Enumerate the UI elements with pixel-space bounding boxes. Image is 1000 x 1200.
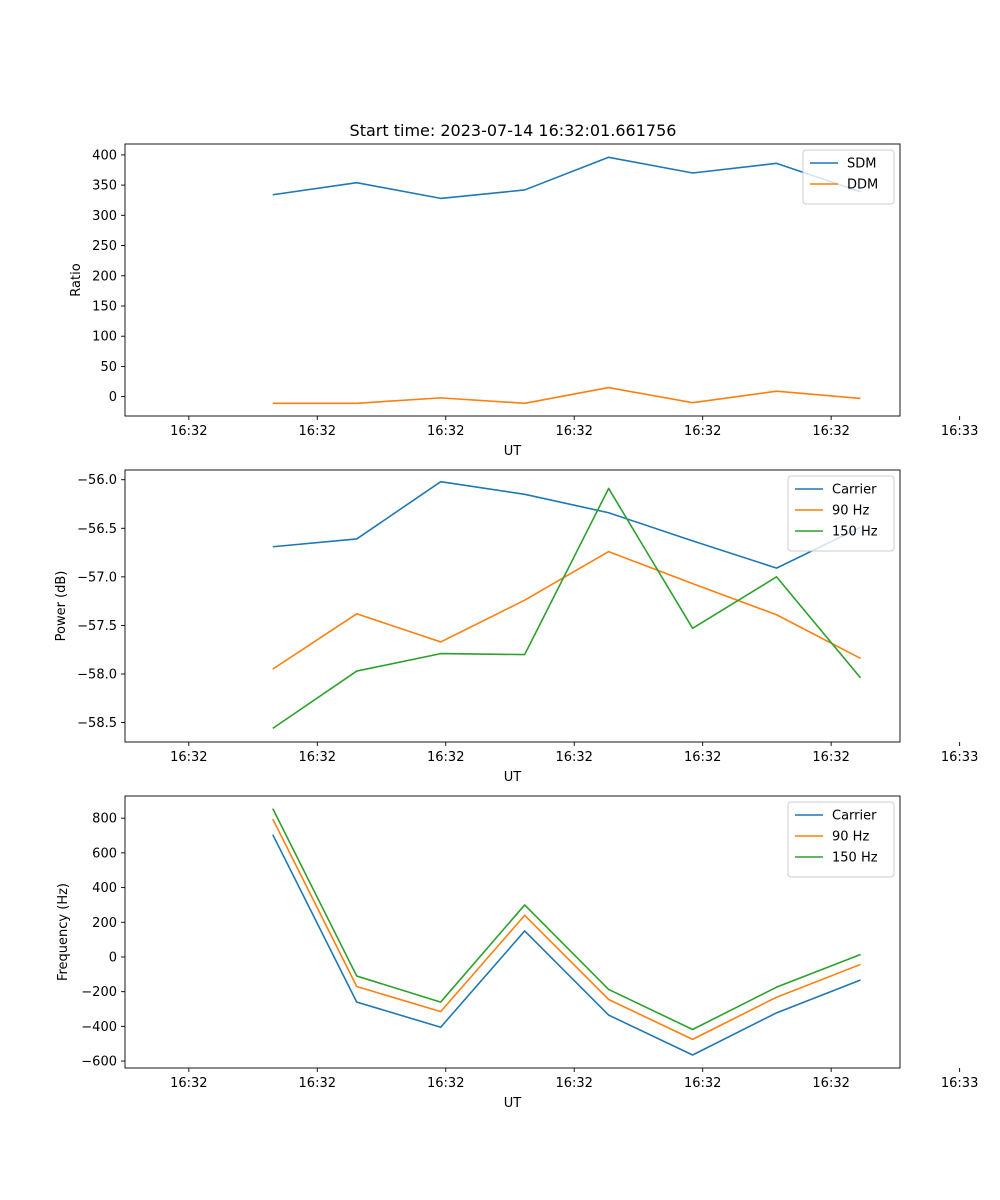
frequency-ytick-label: −400 <box>81 1020 117 1035</box>
ratio-frame <box>124 143 901 417</box>
ratio-ytick-label: 150 <box>92 299 117 314</box>
power-legend-label-2: 150 Hz <box>832 525 878 540</box>
ratio-ylabel: Ratio <box>69 263 84 296</box>
ratio-ytick-label: 350 <box>92 179 117 194</box>
ratio-xlabel: UT <box>504 444 522 459</box>
power-xlabel: UT <box>504 770 522 785</box>
ratio-xtick-label: 16:32 <box>299 424 336 439</box>
power-ytick-label: −57.5 <box>77 619 117 634</box>
ratio-ytick-label: 50 <box>100 360 117 375</box>
power-ytick-label: −56.0 <box>77 473 117 488</box>
frequency-ytick-label: 0 <box>109 950 117 965</box>
ratio-ytick-label: 400 <box>92 148 117 163</box>
frequency-series-1 <box>272 818 861 1041</box>
ratio-xtick-label: 16:33 <box>941 424 978 439</box>
power-xtick-label: 16:32 <box>427 750 464 765</box>
frequency-xtick-label: 16:32 <box>170 1076 207 1091</box>
frequency-ylabel: Frequency (Hz) <box>56 883 71 981</box>
figure-title: Start time: 2023-07-14 16:32:01.661756 <box>350 121 677 140</box>
ratio-xtick-label: 16:32 <box>427 424 464 439</box>
ratio-legend-label-0: SDM <box>847 157 876 172</box>
power-xtick-label: 16:33 <box>941 750 978 765</box>
frequency-frame <box>124 795 901 1069</box>
ratio-xtick-label: 16:32 <box>684 424 721 439</box>
frequency-series-2 <box>272 808 861 1031</box>
power-series-2 <box>272 487 862 730</box>
ratio-legend-label-1: DDM <box>847 178 878 193</box>
ratio-xtick-label: 16:32 <box>812 424 849 439</box>
frequency-xtick-label: 16:32 <box>684 1076 721 1091</box>
power-axes: 16:32 16:32 16:32 16:32 16:32 16:32 16:33 −58.5… <box>54 469 978 785</box>
frequency-ytick-label: 600 <box>92 846 117 861</box>
frequency-ytick-label: −600 <box>81 1055 117 1070</box>
ratio-ytick-label: 200 <box>92 269 117 284</box>
ratio-series-1 <box>272 386 861 405</box>
power-ylabel: Power (dB) <box>54 571 69 642</box>
power-legend-label-0: Carrier <box>832 483 877 498</box>
frequency-axes: 16:32 16:32 16:32 16:32 16:32 16:32 16:33 −600 −… <box>56 795 978 1111</box>
power-series-1 <box>272 550 861 670</box>
power-xtick-label: 16:32 <box>170 750 207 765</box>
ratio-axes: 16:32 16:32 16:32 16:32 16:32 16:32 16:33 0 50 10… <box>69 143 978 459</box>
frequency-ytick-label: 400 <box>92 881 117 896</box>
ratio-xtick-label: 16:32 <box>555 424 592 439</box>
ratio-ytick-label: 300 <box>92 209 117 224</box>
frequency-xtick-label: 16:32 <box>427 1076 464 1091</box>
power-frame <box>124 469 901 743</box>
frequency-legend <box>787 801 895 878</box>
power-ytick-label: −57.0 <box>77 570 117 585</box>
power-xtick-label: 16:32 <box>812 750 849 765</box>
power-xtick-label: 16:32 <box>684 750 721 765</box>
power-legend-label-1: 90 Hz <box>832 504 869 519</box>
power-xtick-label: 16:32 <box>555 750 592 765</box>
power-ytick-label: −56.5 <box>77 522 117 537</box>
power-ytick-label: −58.0 <box>77 668 117 683</box>
ratio-ytick-label: 250 <box>92 239 117 254</box>
frequency-xtick-label: 16:33 <box>941 1076 978 1091</box>
frequency-series-0 <box>272 834 861 1056</box>
frequency-legend-label-0: Carrier <box>832 809 877 824</box>
frequency-xtick-label: 16:32 <box>299 1076 336 1091</box>
frequency-xtick-label: 16:32 <box>555 1076 592 1091</box>
frequency-ytick-label: 200 <box>92 916 117 931</box>
frequency-ytick-label: −200 <box>81 985 117 1000</box>
frequency-xlabel: UT <box>504 1096 522 1111</box>
frequency-legend-label-2: 150 Hz <box>832 851 878 866</box>
power-xtick-label: 16:32 <box>299 750 336 765</box>
power-series-0 <box>272 480 861 569</box>
ratio-ytick-label: 0 <box>109 390 117 405</box>
power-ytick-label: −58.5 <box>77 716 117 731</box>
ratio-series-0 <box>272 156 861 200</box>
frequency-legend-label-1: 90 Hz <box>832 830 869 845</box>
ratio-xtick-label: 16:32 <box>170 424 207 439</box>
power-legend <box>787 475 895 552</box>
frequency-ytick-label: 800 <box>92 812 117 827</box>
frequency-xtick-label: 16:32 <box>812 1076 849 1091</box>
ratio-ytick-label: 100 <box>92 330 117 345</box>
